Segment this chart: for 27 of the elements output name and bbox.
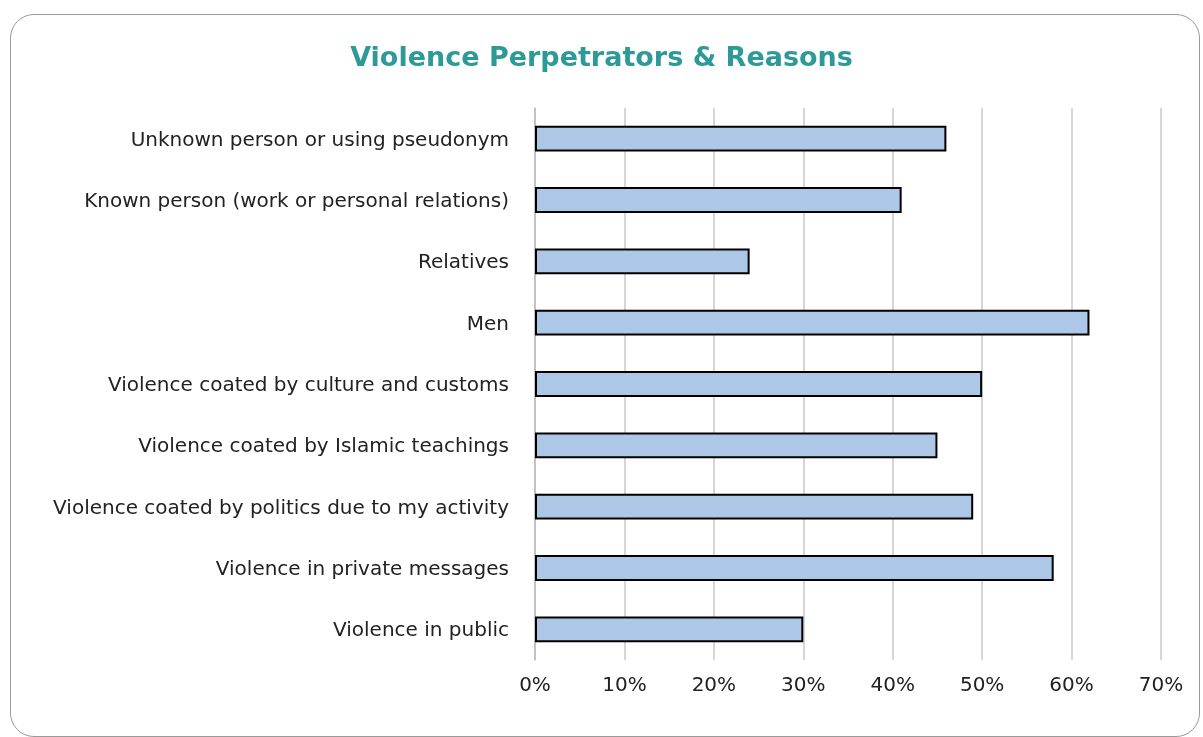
bar bbox=[535, 125, 947, 152]
bar bbox=[535, 187, 902, 213]
y-tick-label: Violence coated by culture and customs bbox=[107, 372, 509, 396]
y-tick-label: Violence in public bbox=[333, 617, 509, 642]
x-tick-label: 70% bbox=[1138, 672, 1184, 696]
bar bbox=[535, 309, 1090, 336]
x-tick-label: 60% bbox=[1049, 672, 1094, 696]
x-tick-label: 20% bbox=[691, 672, 737, 696]
bar bbox=[535, 616, 804, 643]
y-tick-label: Known person (work or personal relations) bbox=[84, 188, 509, 212]
bar bbox=[535, 493, 974, 520]
x-tick-label: 30% bbox=[781, 672, 826, 696]
chart-title: Violence Perpetrators & Reasons bbox=[350, 41, 853, 72]
x-tick-label: 10% bbox=[602, 672, 647, 696]
x-tick-label: 40% bbox=[870, 672, 915, 696]
y-tick-label: Violence coated by Islamic teachings bbox=[138, 433, 509, 458]
bar bbox=[535, 248, 750, 275]
y-tick-label: Relatives bbox=[417, 249, 509, 274]
bar bbox=[535, 371, 983, 397]
y-tick-label: Violence in private messages bbox=[215, 556, 509, 580]
bar bbox=[535, 555, 1054, 581]
x-tick-label: 0% bbox=[519, 672, 551, 696]
y-tick-label: Violence coated by politics due to my activity bbox=[53, 494, 510, 519]
y-tick-label: Men bbox=[466, 310, 509, 335]
y-tick-label: Unknown person or using pseudonym bbox=[130, 126, 509, 151]
x-tick-label: 50% bbox=[959, 672, 1005, 696]
bar bbox=[535, 432, 938, 459]
